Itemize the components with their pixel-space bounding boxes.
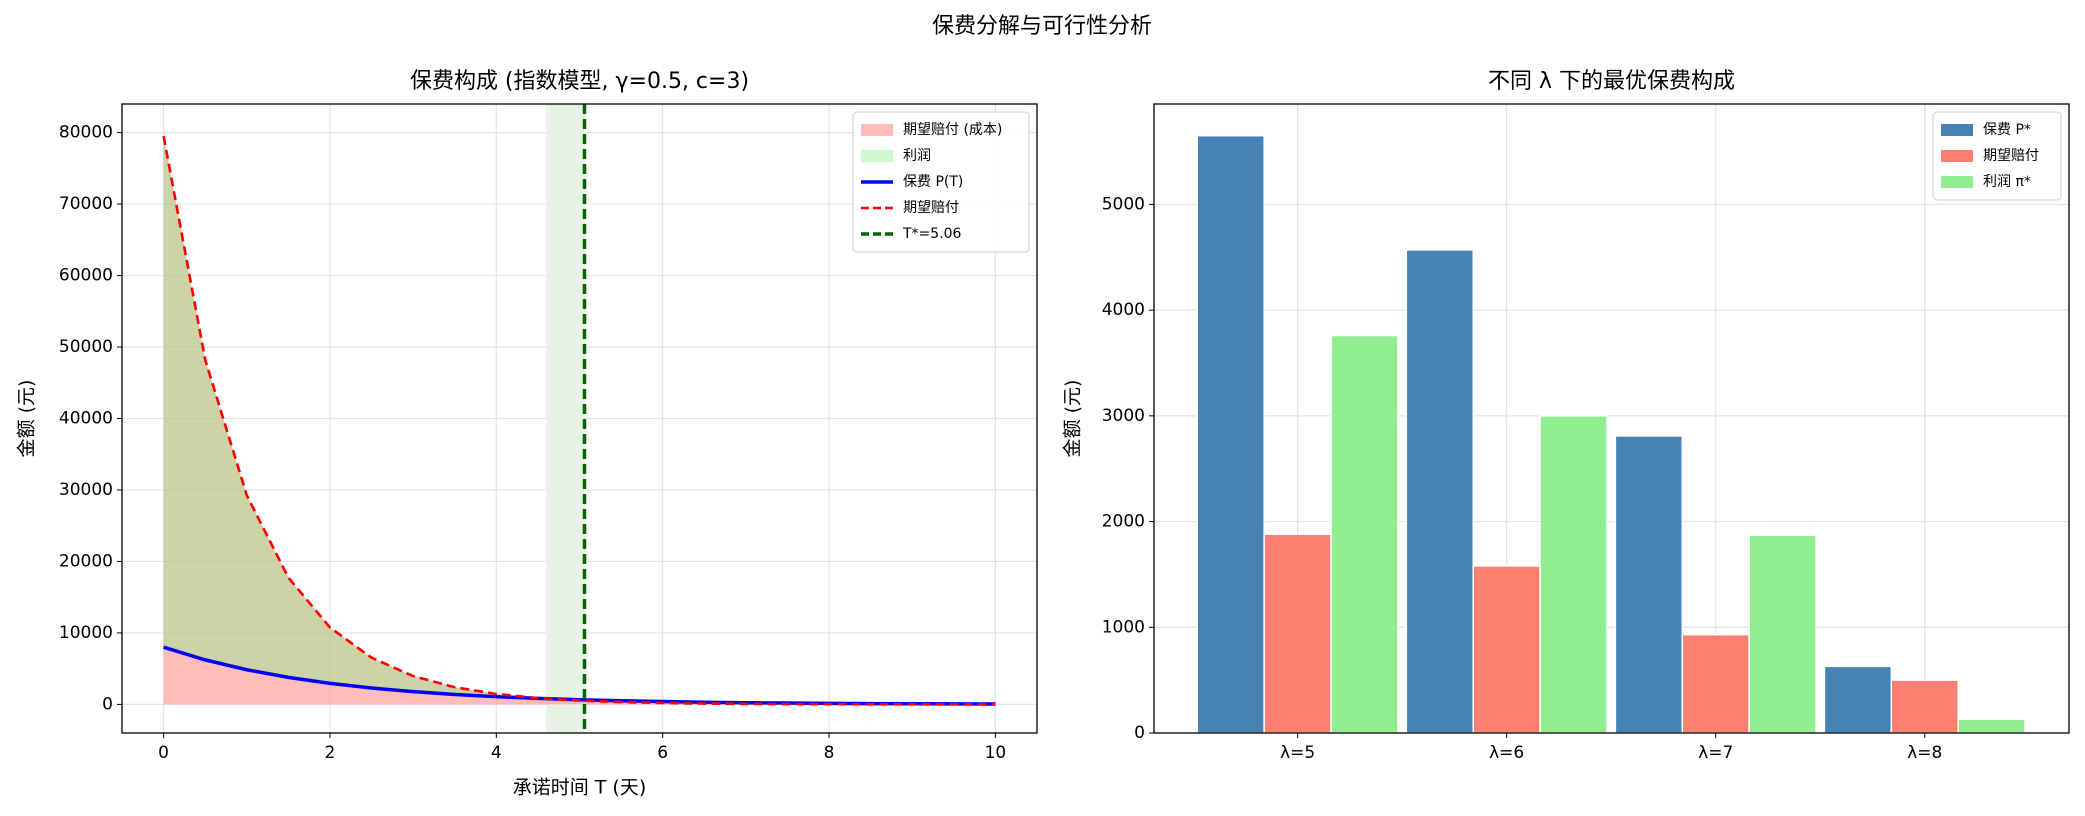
legend-label: 期望赔付 [903,200,959,216]
x-tick-label: 0 [158,743,169,763]
x-tick-label: 4 [491,743,502,763]
legend-box [852,111,1030,253]
legend-label: T*=5.06 [902,226,962,242]
bar [1614,435,1684,734]
x-tick-label: λ=7 [1698,743,1733,763]
legend-swatch [1941,150,1973,162]
bar [1196,134,1265,734]
legend-label: 期望赔付 [1983,148,2039,164]
y-tick-label: 40000 [59,409,113,429]
y-tick-label: 1000 [1102,617,1145,637]
bar [1539,415,1608,734]
legend-label: 利润 [903,148,931,164]
y-axis-label: 金额 (元) [1062,380,1084,458]
x-tick-label: λ=8 [1907,743,1942,763]
bar [1472,565,1541,734]
cost-area [163,136,996,705]
y-axis-label: 金额 (元) [16,380,38,458]
y-tick-label: 2000 [1102,512,1145,532]
y-tick-label: 0 [1134,723,1145,743]
subplot-title: 不同 λ 下的最优保费构成 [1488,69,1735,94]
y-tick-label: 50000 [59,337,113,357]
y-tick-label: 80000 [59,123,113,143]
y-tick-label: 4000 [1102,300,1145,320]
y-tick-label: 20000 [59,551,113,571]
bar [1890,679,1959,734]
x-tick-label: λ=5 [1280,743,1315,763]
legend-label: 保费 P(T) [903,174,963,190]
highlight-span [546,104,585,733]
y-tick-label: 70000 [59,194,113,214]
bar [1405,249,1474,734]
bar [1957,718,2026,734]
y-tick-label: 10000 [59,623,113,643]
bar [1748,534,1817,734]
profit-area [163,136,538,699]
bar [1823,665,1893,734]
x-tick-label: λ=6 [1489,743,1524,763]
legend-label: 保费 P* [1983,122,2031,138]
bar [1263,533,1332,734]
legend-swatch [1941,176,1973,188]
bar [1330,334,1399,734]
legend-label: 利润 π* [1983,174,2031,190]
y-tick-label: 5000 [1102,194,1145,214]
legend-swatch [861,124,893,136]
axes-frame [121,103,1038,734]
x-tick-label: 2 [325,743,336,763]
y-tick-label: 0 [102,694,113,714]
x-tick-label: 10 [985,743,1007,763]
bar [1681,633,1750,734]
legend-swatch [861,150,893,162]
y-tick-label: 3000 [1102,406,1145,426]
legend-swatch [1941,124,1973,136]
x-tick-label: 8 [824,743,835,763]
subplot-title: 保费构成 (指数模型, γ=0.5, c=3) [410,69,749,94]
series-line [162,135,996,706]
x-tick-label: 6 [657,743,668,763]
figure-title: 保费分解与可行性分析 [932,14,1152,39]
y-tick-label: 30000 [59,480,113,500]
y-tick-label: 60000 [59,266,113,286]
legend-label: 期望赔付 (成本) [903,122,1002,138]
x-axis-label: 承诺时间 T (天) [513,777,647,799]
axes-frame [1153,103,2070,734]
